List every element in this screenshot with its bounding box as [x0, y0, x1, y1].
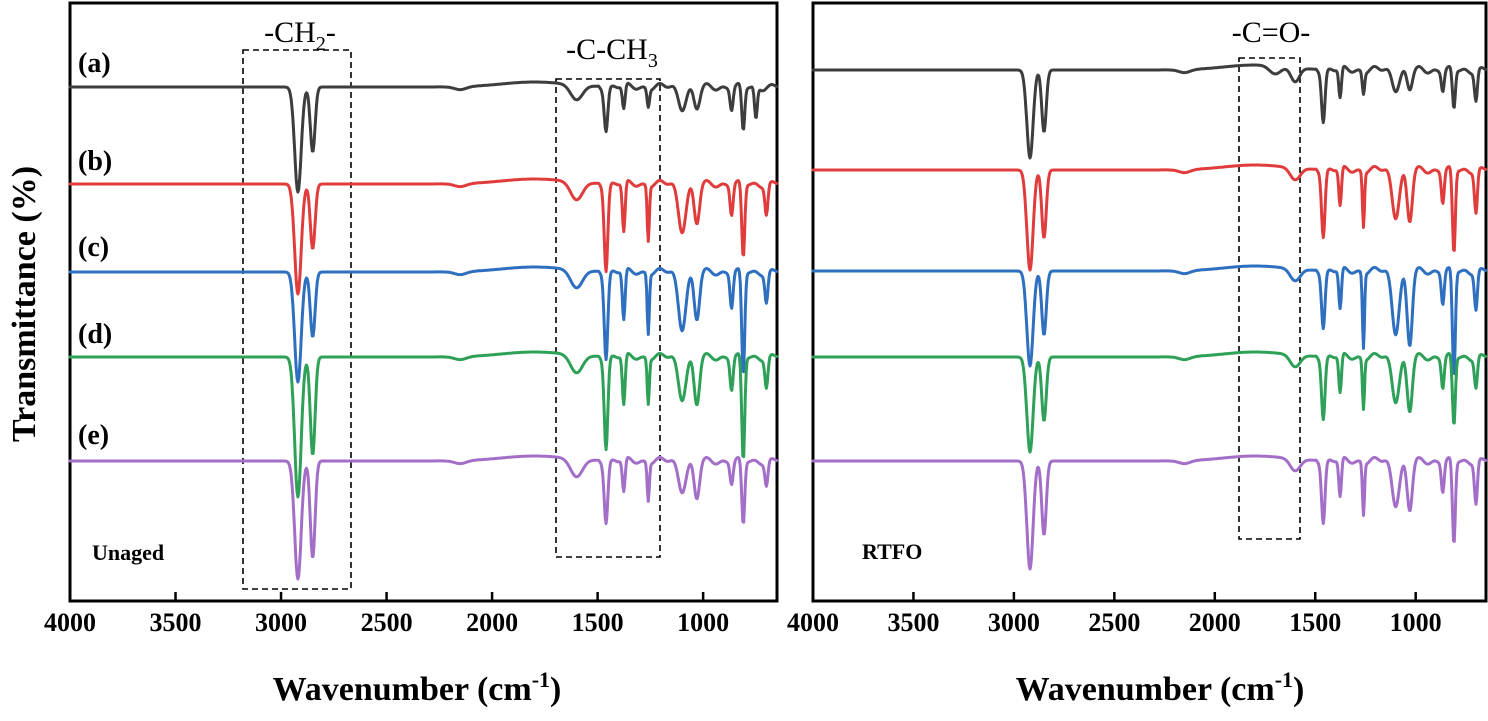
right-plot-frame [811, 1, 1488, 603]
right-x-ticks: 4000 3500 3000 2500 2000 1500 1000 [787, 592, 1442, 637]
right-spectra [811, 63, 1488, 571]
left-x-tick-label-1000: 1000 [677, 608, 729, 637]
annotation-cch3-box [555, 78, 661, 558]
left-spectrum-a [68, 80, 779, 194]
right-x-tick-label-1500: 1500 [1289, 608, 1341, 637]
right-spectrum-b [811, 163, 1488, 272]
curve-label-d: (d) [78, 319, 112, 350]
left-spectrum-d [68, 350, 779, 499]
right-spectrum-e [811, 454, 1488, 571]
left-x-tick-label-3000: 3000 [255, 608, 307, 637]
right-spectrum-a [811, 63, 1488, 160]
left-spectrum-c [68, 265, 779, 384]
left-spectra [68, 80, 779, 581]
right-x-tick-label-2500: 2500 [1088, 608, 1140, 637]
right-x-tick-label-2000: 2000 [1189, 608, 1241, 637]
curve-label-c: (c) [78, 232, 109, 263]
y-axis-title: Transmittance (%) [6, 166, 43, 442]
right-x-tick-label-3500: 3500 [887, 608, 939, 637]
left-x-tick-label-4000: 4000 [44, 608, 96, 637]
right-x-tick-label-3000: 3000 [988, 608, 1040, 637]
curve-label-e: (e) [78, 420, 109, 451]
curve-label-a: (a) [78, 48, 111, 79]
annotation-ch2-box [242, 49, 352, 590]
annotation-co-label: -C=O- [1232, 16, 1311, 49]
left-x-tick-label-2000: 2000 [466, 608, 518, 637]
right-spectrum-c [811, 264, 1488, 376]
panel-label-rtfo: RTFO [862, 539, 922, 564]
right-spectrum-d [811, 350, 1488, 454]
annotation-co-box [1238, 57, 1301, 540]
left-plot-frame [68, 1, 779, 603]
curve-label-b: (b) [78, 146, 112, 177]
left-x-ticks: 4000 3500 3000 2500 2000 1500 1000 [44, 592, 729, 637]
right-x-tick-label-1000: 1000 [1390, 608, 1442, 637]
left-spectrum-e [68, 454, 779, 581]
left-spectrum-b [68, 177, 779, 296]
right-x-tick-label-4000: 4000 [787, 608, 839, 637]
left-x-tick-label-3500: 3500 [150, 608, 202, 637]
left-x-tick-label-2500: 2500 [361, 608, 413, 637]
left-x-axis-title: Wavenumber (cm-1) [273, 667, 562, 708]
panel-label-unaged: Unaged [92, 540, 164, 565]
right-x-axis-title: Wavenumber (cm-1) [1016, 667, 1305, 708]
left-x-tick-label-1500: 1500 [572, 608, 624, 637]
annotation-ch2-label: -CH2- [264, 16, 336, 55]
annotation-cch3-label: -C-CH3 [566, 33, 658, 72]
